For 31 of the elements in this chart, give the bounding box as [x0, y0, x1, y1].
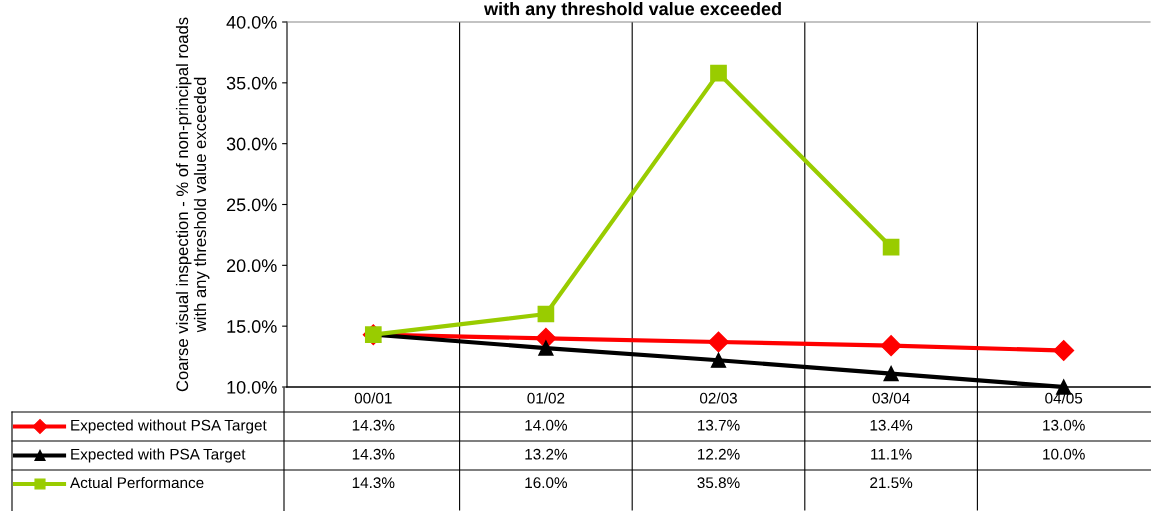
y-tick-label: 30.0%	[226, 137, 277, 151]
data-label: 13.0%	[1043, 419, 1085, 431]
data-label: 12.2%	[698, 448, 740, 460]
x-tick-label: 03/04	[872, 392, 910, 404]
data-label: 13.2%	[525, 448, 568, 460]
legend-label: Expected with PSA Target	[71, 448, 246, 463]
chart-title: with any threshold value exceeded	[484, 2, 781, 19]
y-tick-label: 15.0%	[227, 320, 277, 333]
y-tick-label: 35.0%	[226, 76, 277, 90]
data-label: 14.3%	[352, 477, 395, 489]
y-tick-label: 25.0%	[226, 198, 277, 212]
data-label: 35.8%	[697, 477, 740, 489]
legend-label: Expected without PSA Target	[71, 419, 267, 434]
y-tick-label: 20.0%	[226, 259, 277, 273]
data-label: 14.3%	[352, 448, 395, 460]
y-axis-title: Coarse visual inspection - % of non-principal roads with any threshold value exceeded	[175, 17, 210, 392]
legend-label: Actual Performance	[70, 476, 204, 489]
data-label: 21.5%	[870, 477, 913, 489]
x-tick-label: 00/01	[354, 392, 392, 404]
data-label: 13.7%	[698, 419, 740, 431]
data-label: 14.3%	[352, 419, 395, 431]
x-tick-label: 04/05	[1045, 392, 1083, 404]
x-tick-label: 02/03	[699, 392, 737, 404]
data-label: 10.0%	[1043, 448, 1085, 460]
data-label: 16.0%	[525, 477, 568, 489]
data-label: 11.1%	[871, 448, 912, 460]
y-tick-label: 10.0%	[227, 380, 277, 394]
data-label: 14.0%	[525, 419, 568, 431]
data-label: 13.4%	[870, 419, 913, 431]
x-tick-label: 01/02	[527, 392, 565, 404]
y-tick-label: 40.0%	[226, 15, 277, 29]
